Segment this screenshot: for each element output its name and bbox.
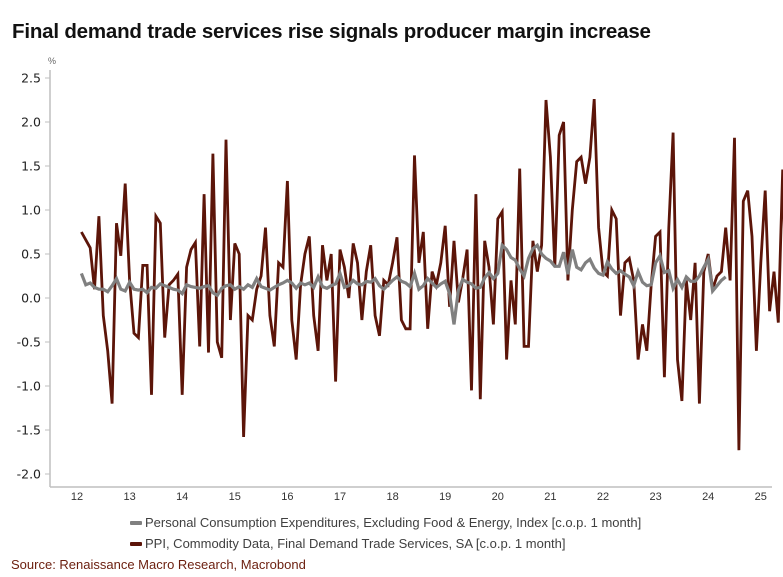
y-tick-label: 2.0 [21, 115, 41, 130]
legend-item-pce[interactable]: Personal Consumption Expenditures, Exclu… [130, 512, 641, 533]
x-tick-label: 22 [597, 491, 609, 503]
chart-title: Final demand trade services rise signals… [12, 20, 651, 43]
y-tick-label: 1.0 [21, 203, 41, 218]
axes: % [48, 56, 772, 488]
y-tick-label: -0.5 [17, 335, 41, 350]
legend-swatch-pce [130, 520, 142, 525]
series-group [79, 98, 783, 451]
legend-label-pce: Personal Consumption Expenditures, Exclu… [145, 515, 642, 530]
legend: Personal Consumption Expenditures, Exclu… [130, 512, 641, 554]
series-line-ppi [80, 98, 783, 451]
y-tick-label: -1.5 [17, 423, 41, 438]
x-tick-label: 12 [71, 491, 83, 503]
y-tick-label: 1.5 [21, 159, 41, 174]
x-tick-label: 25 [755, 491, 767, 503]
y-tick-label: 0.0 [21, 291, 41, 306]
y-axis-unit-label: % [48, 56, 56, 66]
x-tick-label: 16 [281, 491, 293, 503]
series-line-pce [79, 241, 727, 325]
legend-swatch-ppi [130, 541, 142, 546]
source-note: Source: Renaissance Macro Research, Macr… [11, 557, 306, 572]
y-tick-label: -1.0 [17, 379, 41, 394]
legend-item-ppi[interactable]: PPI, Commodity Data, Final Demand Trade … [130, 533, 641, 554]
x-tick-label: 20 [492, 491, 504, 503]
x-tick-label: 13 [123, 491, 135, 503]
x-tick-label: 24 [702, 491, 714, 503]
x-tick-label: 23 [649, 491, 661, 503]
x-tick-label: 21 [544, 491, 556, 503]
y-tick-label: 0.5 [21, 247, 41, 262]
x-tick-label: 18 [386, 491, 398, 503]
y-ticks: 2.5 2.0 1.5 1.0 0.5 0.0 -0.5 -1.0 -1.5 -2.0 [17, 71, 50, 482]
legend-label-ppi: PPI, Commodity Data, Final Demand Trade … [145, 536, 566, 551]
y-tick-label: 2.5 [21, 71, 41, 86]
x-tick-label: 17 [334, 491, 346, 503]
x-tick-label: 19 [439, 491, 451, 503]
x-tick-label: 15 [229, 491, 241, 503]
x-tick-label: 14 [176, 491, 188, 503]
x-ticks: 12 13 14 15 16 17 18 19 20 21 22 23 24 25 [71, 491, 767, 503]
y-tick-label: -2.0 [17, 467, 41, 482]
